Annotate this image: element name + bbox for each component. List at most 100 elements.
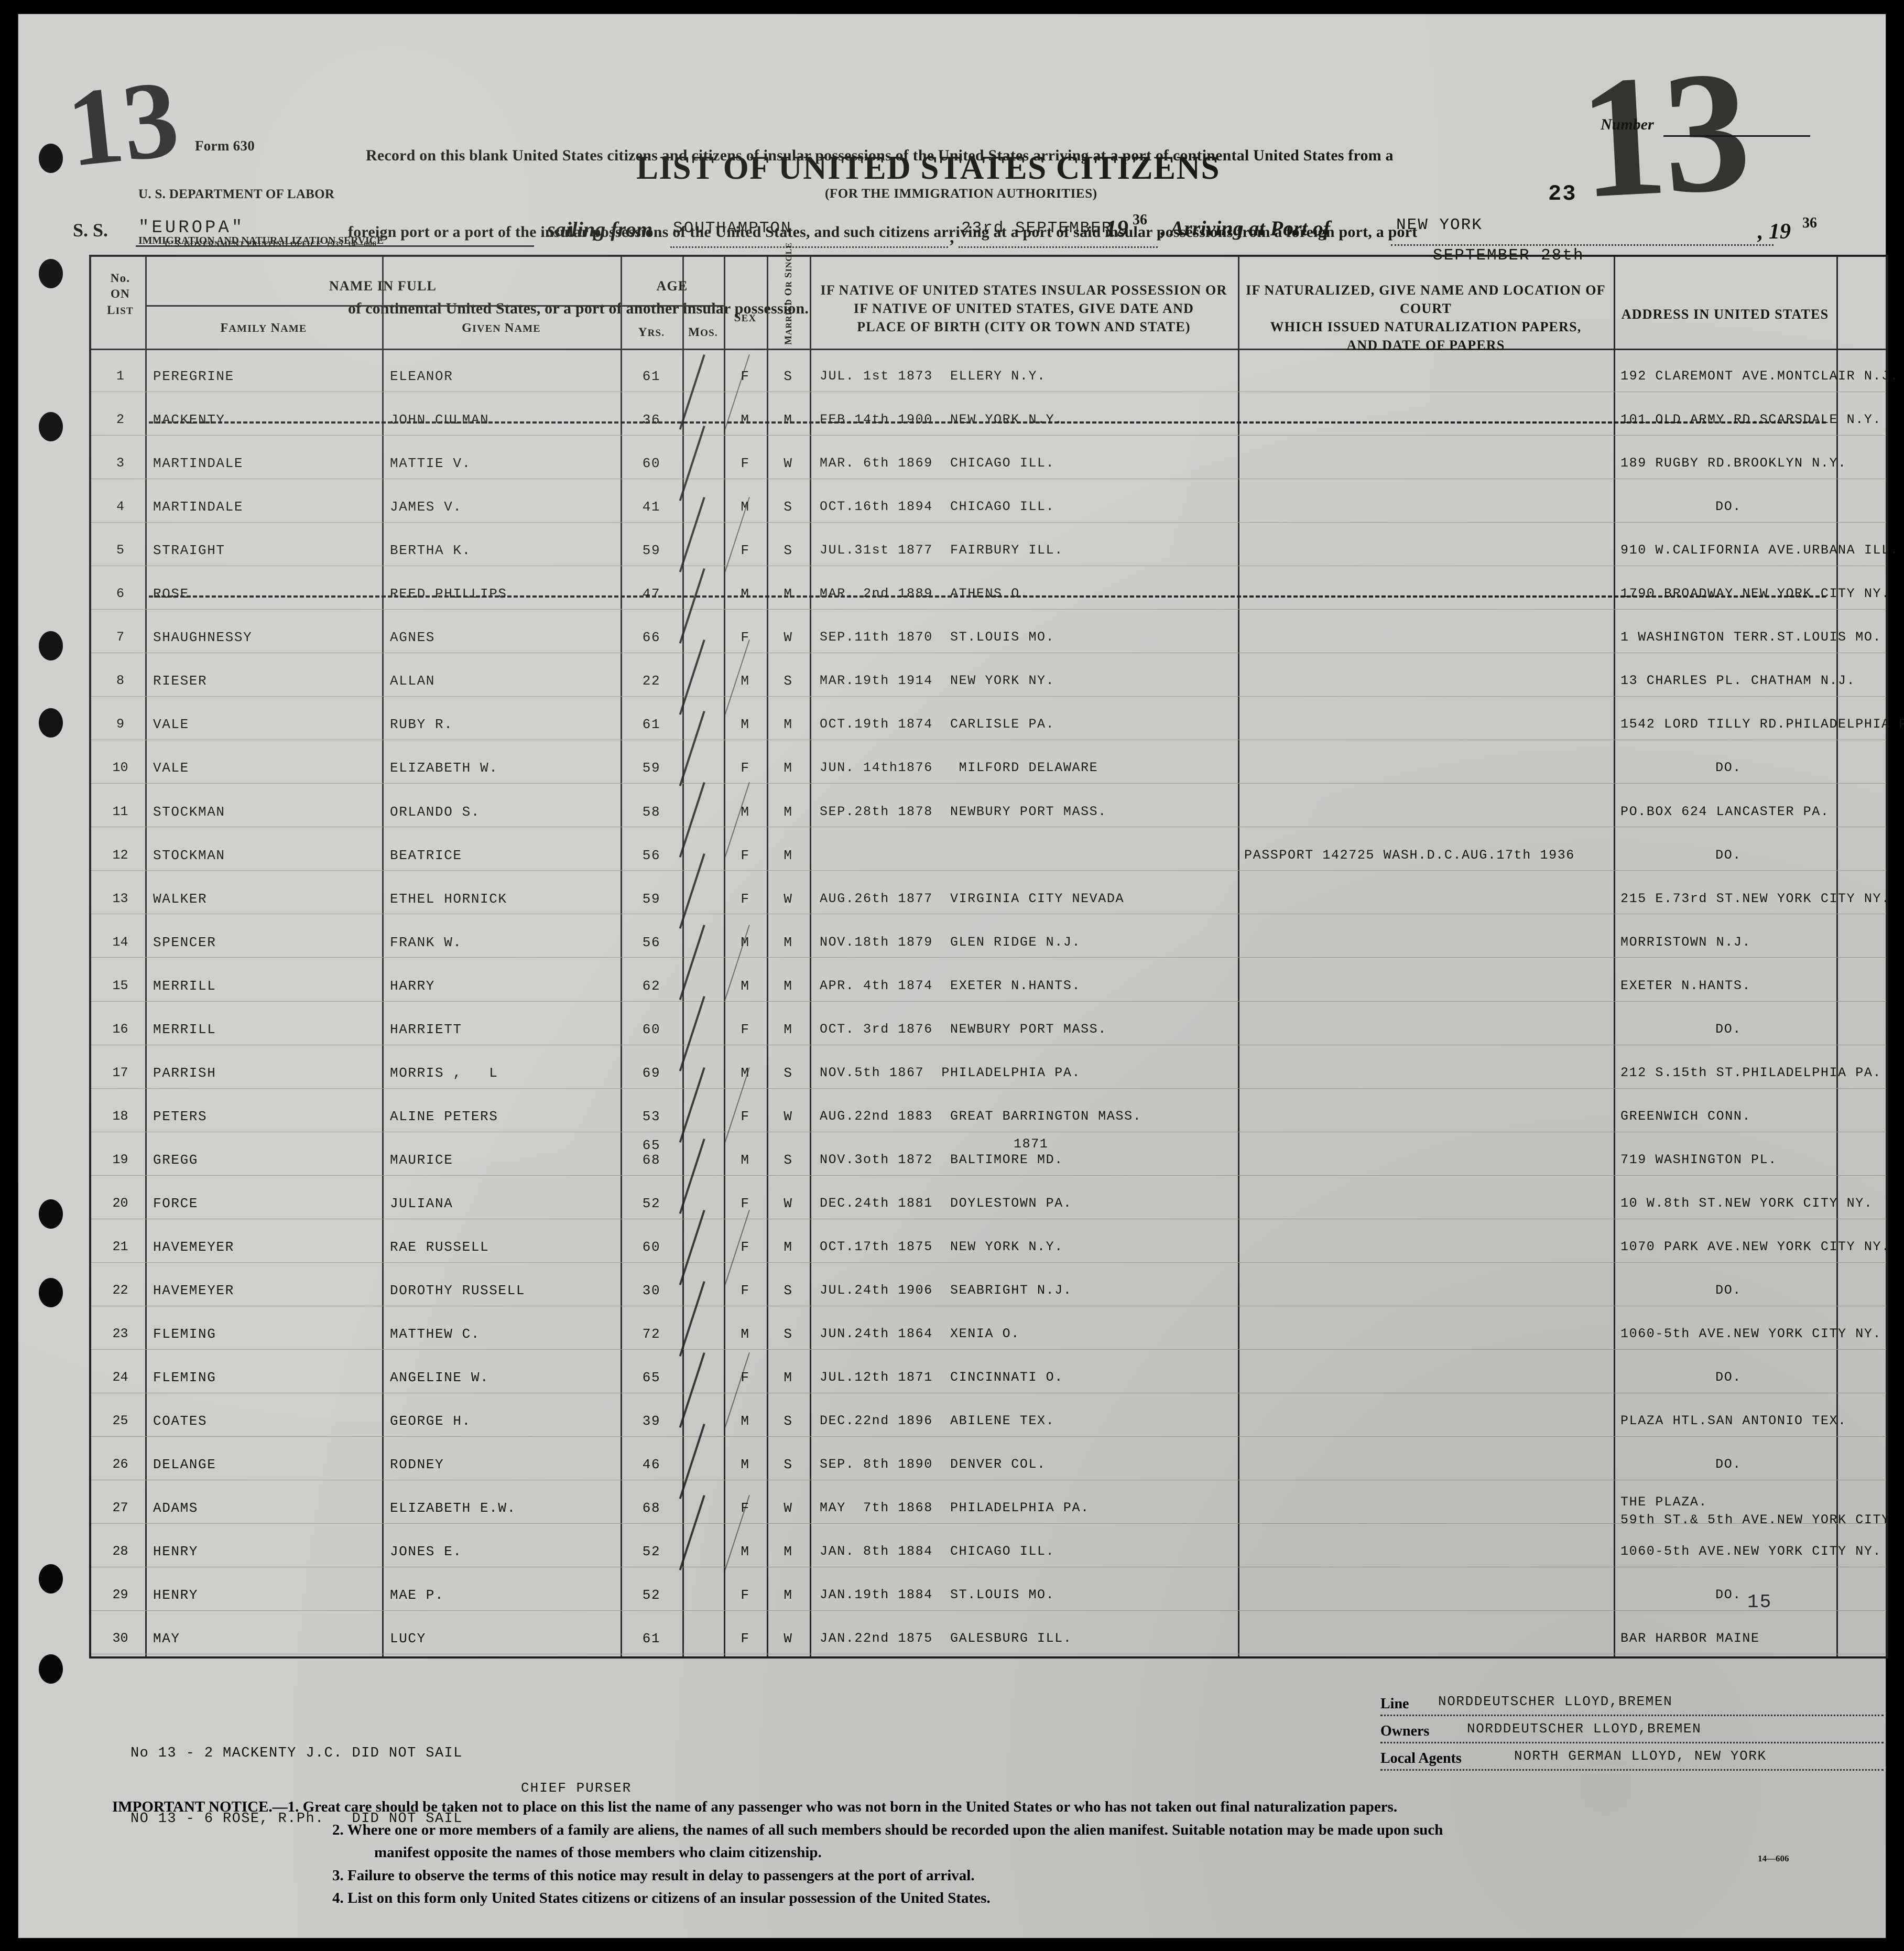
cell-age: 60: [642, 456, 661, 472]
cell-ms: M: [784, 978, 793, 994]
cell-birth: JAN.22nd 1875 GALESBURG ILL.: [820, 1631, 1072, 1646]
cell-no: 5: [116, 543, 124, 558]
cell-birth: AUG.26th 1877 VIRGINIA CITY NEVADA: [820, 891, 1125, 906]
cell-no: 24: [112, 1369, 128, 1385]
cell-given: BEATRICE: [390, 847, 462, 863]
cell-sex: M: [741, 804, 750, 820]
header-age-yrs: YRS.: [638, 326, 665, 339]
cell-given: JAMES V.: [390, 499, 462, 515]
cell-address: 1060-5th AVE.NEW YORK CITY NY.: [1620, 1544, 1882, 1559]
cell-birth: NOV.3oth 1872 BALTIMORE MD.: [820, 1152, 1063, 1167]
header-age: AGE: [656, 278, 688, 294]
hole-punch: [39, 1654, 63, 1684]
cell-no: 19: [112, 1152, 128, 1167]
cell-ms: S: [784, 1457, 793, 1473]
cell-no: 7: [116, 630, 124, 645]
blurb-line-2: foreign port or a port of the insular po…: [348, 223, 1418, 241]
cell-no: 13: [112, 891, 128, 906]
cell-ms: W: [784, 1631, 793, 1647]
row-divider: [91, 522, 1886, 523]
cell-ms: M: [784, 717, 793, 733]
cell-age: 61: [642, 717, 661, 733]
cell-birth: OCT.17th 1875 NEW YORK N.Y.: [820, 1239, 1063, 1254]
printing-office-line: U. S. GOVERNMENT PRINTING OFFICE 1935 14…: [165, 240, 377, 248]
cell-ms: S: [784, 1326, 793, 1342]
pencil-scrawl: [452, 1579, 519, 1620]
cell-ms: W: [784, 1108, 793, 1124]
cell-address: PO.BOX 624 LANCASTER PA.: [1620, 804, 1830, 819]
cell-address: 189 RUGBY RD.BROOKLYN N.Y.: [1620, 456, 1847, 471]
cell-age: 59: [642, 760, 661, 776]
row-divider: [91, 870, 1886, 871]
cell-address: DO.: [1715, 1369, 1742, 1385]
cell-age: 69: [642, 1065, 661, 1081]
owners-value: NORDDEUTSCHER LLOYD,BREMEN: [1467, 1721, 1702, 1737]
cell-no: 20: [112, 1195, 128, 1211]
cell-given: MATTIE V.: [390, 456, 471, 472]
cell-sex: M: [741, 586, 750, 602]
cell-sex: M: [741, 1457, 750, 1473]
cell-birth: MAR. 6th 1869 CHICAGO ILL.: [820, 456, 1055, 471]
cell-given: MAURICE: [390, 1152, 453, 1168]
cell-sex: F: [741, 1239, 750, 1255]
cell-birth: MAR. 2nd 1889 ATHENS O.: [820, 586, 1029, 602]
cell-age: 59: [642, 891, 661, 907]
cell-no: 21: [112, 1239, 128, 1254]
cell-given: REED PHILLIPS: [390, 586, 507, 602]
cell-sex: F: [741, 1631, 750, 1647]
cell-sex: F: [741, 1021, 750, 1037]
cell-given: JULIANA: [390, 1195, 453, 1211]
notice-item-1: Great care should be taken not to place …: [302, 1798, 1398, 1815]
cell-address: GREENWICH CONN.: [1620, 1108, 1751, 1124]
cell-sex: M: [741, 1544, 750, 1560]
cell-family: DELANGE: [153, 1457, 216, 1473]
cell-address: PLAZA HTL.SAN ANTONIO TEX.: [1620, 1413, 1847, 1428]
owners-label: Owners: [1380, 1723, 1430, 1739]
cell-sex: F: [741, 1195, 750, 1211]
cell-ms: M: [784, 1021, 793, 1037]
header-no-on-list: No. ON LIST: [107, 272, 134, 317]
cell-family: MARTINDALE: [153, 456, 244, 472]
cell-no: 4: [116, 499, 124, 515]
form-footer-code: 14—606: [1758, 1854, 1789, 1863]
cell-ms: M: [784, 586, 793, 602]
cell-birth: FEB.14th 1900 NEW YORK N.Y.: [820, 412, 1063, 428]
notice-heading: IMPORTANT NOTICE.—1.: [112, 1798, 299, 1815]
cell-address: 910 W.CALIFORNIA AVE.URBANA ILL.: [1620, 543, 1899, 558]
cell-age: 39: [642, 1413, 661, 1429]
cell-given: LUCY: [390, 1631, 426, 1647]
cell-sex: M: [741, 412, 750, 428]
cell-age: 47: [642, 586, 661, 602]
cell-birth: JUL.31st 1877 FAIRBURY ILL.: [820, 543, 1063, 558]
header-family-name: FAMILY NAME: [220, 321, 307, 335]
cell-address: 719 WASHINGTON PL.: [1620, 1152, 1777, 1167]
cell-family: ADAMS: [153, 1500, 199, 1516]
cell-birth: DEC.24th 1881 DOYLESTOWN PA.: [820, 1195, 1072, 1211]
port-of-departure: SOUTHAMPTON: [673, 219, 792, 237]
cell-sex: F: [741, 1500, 750, 1516]
cell-age: 52: [642, 1587, 661, 1603]
cell-age: 72: [642, 1326, 661, 1342]
cell-birth: JAN.19th 1884 ST.LOUIS MO.: [820, 1587, 1055, 1603]
row-strikethrough: [149, 595, 1826, 598]
ss-label: S. S.: [73, 220, 108, 241]
cell-address: 192 CLAREMONT AVE.MONTCLAIR N.J.: [1620, 368, 1899, 384]
cell-no: 2: [116, 412, 124, 428]
important-notice: IMPORTANT NOTICE.—1. Great care should b…: [112, 1796, 1894, 1910]
cell-given: JONES E.: [390, 1544, 462, 1560]
number-rule: [1663, 135, 1810, 137]
cell-birth: OCT.19th 1874 CARLISLE PA.: [820, 717, 1055, 732]
bottom-page-number: 15: [1747, 1591, 1772, 1613]
cell-given: FRANK W.: [390, 934, 462, 950]
cell-age: 22: [642, 673, 661, 689]
page-subtitle: (FOR THE IMMIGRATION AUTHORITIES): [825, 187, 1097, 201]
cell-age: 61: [642, 368, 661, 385]
row-divider: [91, 435, 1886, 436]
cell-sex: F: [741, 630, 750, 646]
cell-age: 36: [642, 412, 661, 428]
cell-family: MERRILL: [153, 978, 216, 994]
cell-sex: F: [741, 1108, 750, 1124]
cell-given: BERTHA K.: [390, 543, 471, 559]
cell-birth: JUL.12th 1871 CINCINNATI O.: [820, 1369, 1063, 1385]
cell-no: 8: [116, 673, 124, 689]
